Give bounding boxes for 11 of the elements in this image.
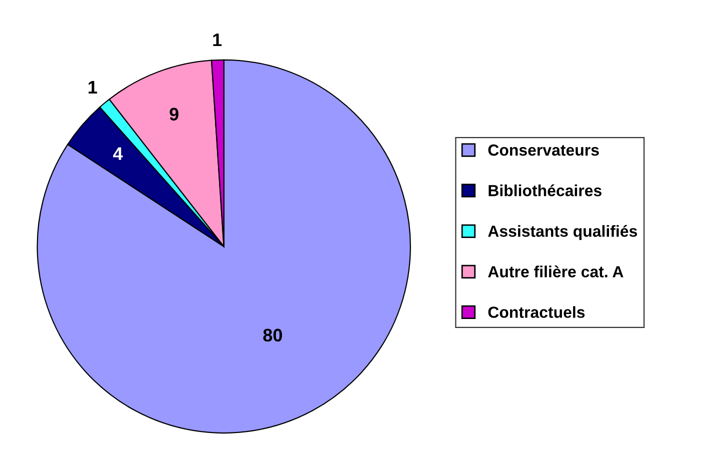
legend-label: Autre filière cat. A — [488, 266, 624, 278]
data-label: 4 — [113, 147, 123, 160]
legend-label: Bibliothécaires — [488, 184, 602, 196]
data-label: 1 — [213, 34, 222, 46]
data-label: 9 — [170, 108, 178, 121]
data-label: 80 — [263, 328, 282, 342]
data-label: 1 — [88, 81, 98, 94]
legend-label: Contractuels — [488, 306, 585, 318]
legend-label: Conservateurs — [488, 144, 599, 156]
pie-slice — [36, 59, 411, 434]
legend-label: Assistants qualifiés — [488, 224, 638, 240]
